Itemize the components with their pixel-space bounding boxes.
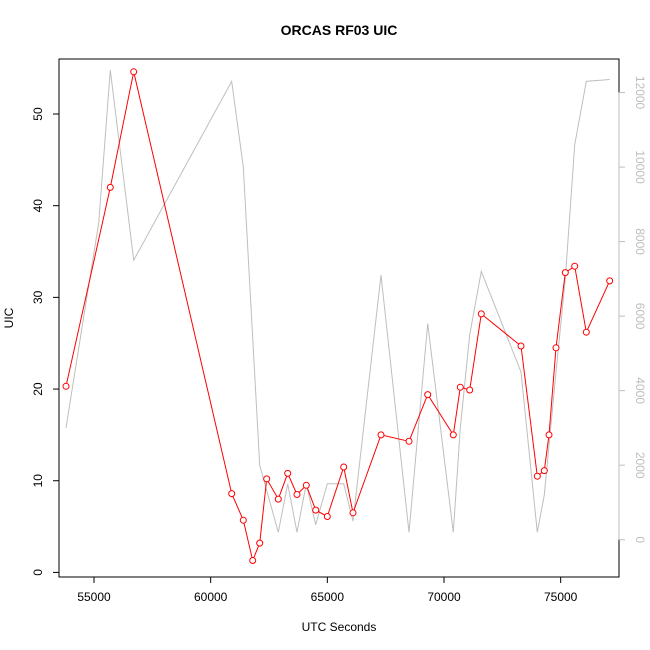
primary-data-point: [263, 475, 271, 483]
y2-tick-label: 0: [633, 536, 647, 543]
primary-data-point: [293, 491, 301, 498]
x-tick-label: 75000: [544, 590, 578, 604]
primary-data-point: [377, 431, 385, 439]
y-tick-label: 0: [31, 569, 45, 576]
y2-tick-label: 6000: [633, 303, 647, 330]
y-axis-label: UIC: [2, 307, 16, 328]
x-tick-label: 65000: [311, 590, 345, 604]
y-axis: 0 10 20 30 40 50: [31, 107, 60, 576]
primary-data-point: [249, 557, 257, 564]
secondary-series-line: [65, 70, 610, 533]
primary-data-point: [340, 463, 348, 471]
primary-data-point: [284, 469, 292, 477]
y2-tick-label: 8000: [633, 228, 647, 255]
primary-data-point: [477, 310, 485, 318]
primary-data-point: [606, 277, 614, 285]
primary-data-point: [561, 269, 569, 277]
y-tick-label: 50: [31, 107, 45, 121]
primary-data-point: [582, 328, 590, 336]
primary-data-point: [239, 516, 247, 524]
y-tick-label: 40: [31, 199, 45, 213]
primary-data-point: [466, 386, 474, 394]
primary-data-point: [571, 262, 579, 270]
y-tick-label: 10: [31, 474, 45, 488]
x-tick-label: 70000: [427, 590, 461, 604]
y2-tick-label: 10000: [633, 150, 647, 184]
primary-data-point: [552, 344, 560, 352]
primary-data-point: [228, 490, 236, 498]
series-layer: [62, 68, 614, 564]
primary-data-point: [256, 539, 264, 547]
y2-tick-label: 12000: [633, 76, 647, 110]
primary-data-point: [62, 382, 70, 390]
primary-data-point: [130, 68, 138, 76]
primary-data-point: [540, 467, 548, 475]
primary-data-point: [302, 481, 310, 489]
primary-data-point: [533, 472, 541, 480]
chart-title: ORCAS RF03 UIC: [281, 22, 398, 38]
primary-data-point: [323, 513, 331, 520]
primary-series-line: [65, 71, 611, 563]
x-axis: 55000 60000 65000 70000 75000: [77, 576, 578, 604]
primary-data-point: [545, 431, 553, 439]
x-tick-label: 60000: [194, 590, 228, 604]
primary-data-point: [424, 391, 432, 399]
primary-data-point: [274, 495, 282, 503]
primary-data-point: [449, 431, 457, 439]
y-tick-label: 20: [31, 382, 45, 396]
primary-data-point: [349, 509, 357, 517]
x-tick-label: 55000: [77, 590, 111, 604]
x-axis-label: UTC Seconds: [302, 620, 377, 634]
y-tick-label: 30: [31, 290, 45, 304]
primary-data-point: [405, 437, 413, 445]
primary-data-point: [517, 342, 525, 350]
primary-data-point: [106, 183, 114, 191]
y2-axis: 0 2000 4000 6000 8000 10000 12000: [618, 76, 647, 543]
plot-frame: [58, 58, 620, 578]
primary-data-point: [456, 383, 464, 391]
primary-data-point: [312, 506, 320, 514]
y2-tick-label: 2000: [633, 452, 647, 479]
y2-tick-label: 4000: [633, 377, 647, 404]
